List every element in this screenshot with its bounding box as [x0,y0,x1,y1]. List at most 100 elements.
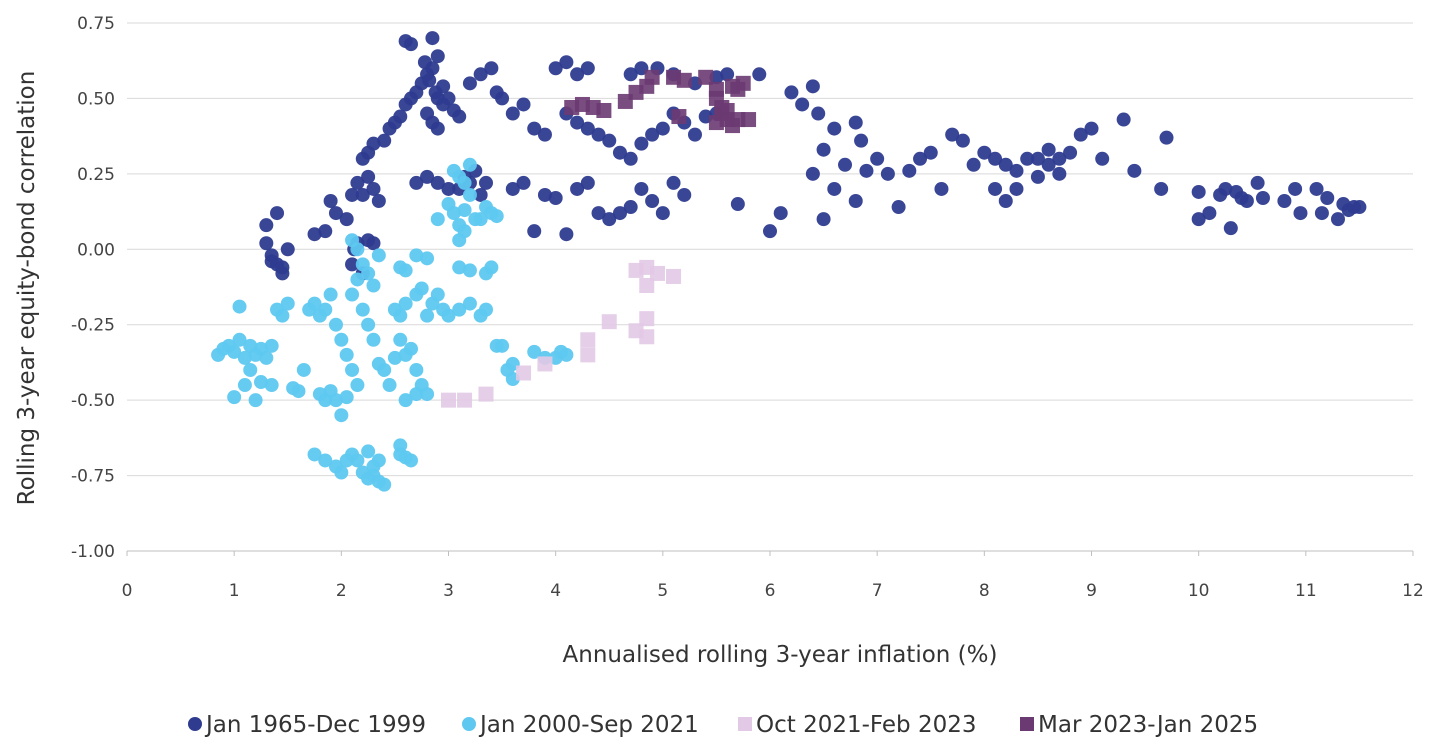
y-tick-label: -0.25 [71,316,115,336]
data-point [457,224,472,239]
x-tick-label: 0 [122,581,133,601]
data-point [350,242,365,257]
data-point [484,61,499,76]
data-point [666,268,682,284]
data-point [473,67,488,82]
data-point [677,187,692,202]
data-point [687,127,702,142]
data-point [623,67,638,82]
x-tick-label: 2 [336,581,347,601]
data-point [720,67,735,82]
data-point [409,362,424,377]
data-point [1020,151,1035,166]
data-point [280,296,295,311]
data-point [741,112,757,128]
y-axis-title: Rolling 3-year equity-bond correlation [14,71,40,506]
data-point [591,206,606,221]
data-point [1293,206,1308,221]
data-point [243,362,258,377]
data-point [393,332,408,347]
data-point [328,317,343,332]
data-point [430,212,445,227]
data-point [805,166,820,181]
data-point [371,194,386,209]
legend-label: Jan 2000-Sep 2021 [478,712,699,738]
legend: Jan 1965-Dec 1999 Jan 2000-Sep 2021 Oct 20… [188,712,1258,738]
data-point [417,55,432,70]
data-point [1127,163,1142,178]
data-point [457,175,472,190]
data-point [275,308,290,323]
data-point [859,163,874,178]
data-point [1030,151,1045,166]
data-point [361,444,376,459]
data-point [811,106,826,121]
data-point [425,31,440,46]
data-point [1202,206,1217,221]
data-point [998,157,1013,172]
data-point [409,175,424,190]
data-point [902,163,917,178]
data-point [387,350,402,365]
data-point [880,166,895,181]
data-point [495,91,510,106]
data-point [1052,151,1067,166]
data-point [350,175,365,190]
data-point [350,378,365,393]
data-point [1288,181,1303,196]
data-point [516,175,531,190]
data-point [393,308,408,323]
x-tick-label: 10 [1188,581,1210,601]
data-point [966,157,981,172]
data-point [1084,121,1099,136]
legend-label: Mar 2023-Jan 2025 [1038,712,1258,738]
y-tick-label: 0.00 [77,240,115,260]
data-point [559,347,574,362]
data-point [441,392,456,408]
data-point [398,296,413,311]
legend-item: Oct 2021-Feb 2023 [738,712,976,738]
data-point [1309,181,1324,196]
data-point [580,175,595,190]
data-point [452,260,467,275]
series-2 [211,157,574,492]
data-point [1191,212,1206,227]
data-point [1052,166,1067,181]
data-point [409,248,424,263]
data-point [923,145,938,160]
series-4 [564,69,757,134]
data-point [639,329,655,345]
data-point [827,121,842,136]
data-point [473,212,488,227]
data-point [237,350,252,365]
data-point [596,102,612,118]
x-tick-label: 5 [657,581,668,601]
data-point [430,49,445,64]
data-point [1030,169,1045,184]
data-point [945,127,960,142]
data-point [436,79,451,94]
data-point [838,157,853,172]
data-point [1191,184,1206,199]
data-point [473,187,488,202]
data-point [366,136,381,151]
data-point [644,69,660,85]
data-point [403,453,418,468]
data-point [259,218,274,233]
legend-marker [738,717,752,731]
data-point [1095,151,1110,166]
data-point [537,127,552,142]
data-point [441,91,456,106]
data-point [452,302,467,317]
data-point [318,224,333,239]
data-point [537,356,553,372]
x-tick-label: 9 [1086,581,1097,601]
data-points [211,31,1367,492]
data-point [591,127,606,142]
data-point [479,302,494,317]
data-point [602,133,617,148]
data-point [270,206,285,221]
data-point [516,97,531,112]
y-tick-label: -1.00 [71,542,115,562]
x-tick-label: 11 [1295,581,1317,601]
